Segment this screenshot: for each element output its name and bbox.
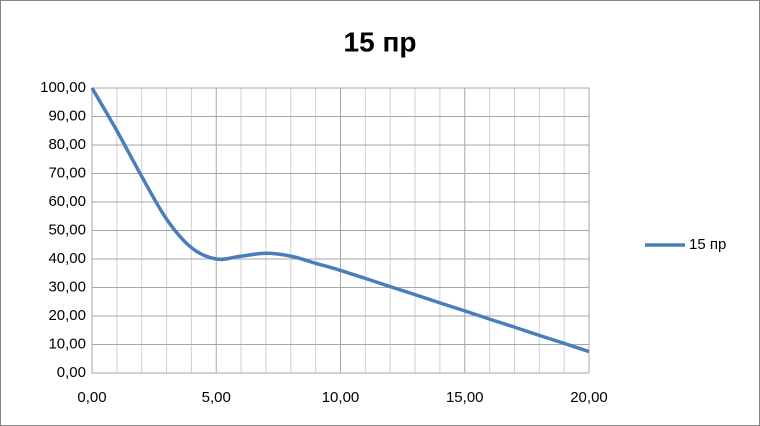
x-tick-label: 15,00 — [446, 389, 484, 406]
y-tick-label: 70,00 — [48, 164, 86, 181]
y-tick-label: 60,00 — [48, 193, 86, 210]
y-tick-label: 90,00 — [48, 107, 86, 124]
y-tick-label: 50,00 — [48, 221, 86, 238]
x-tick-label: 10,00 — [322, 389, 360, 406]
data-line — [90, 87, 590, 354]
plot-area — [91, 87, 590, 374]
x-tick-label: 5,00 — [202, 389, 231, 406]
legend-label: 15 пр — [689, 236, 726, 253]
y-tick-label: 20,00 — [48, 307, 86, 324]
y-tick-label: 100,00 — [40, 79, 86, 96]
y-tick-label: 30,00 — [48, 278, 86, 295]
y-tick-label: 10,00 — [48, 335, 86, 352]
x-tick-label: 20,00 — [570, 389, 608, 406]
x-tick-label: 0,00 — [77, 389, 106, 406]
chart-title: 15 пр — [344, 26, 417, 57]
y-tick-label: 40,00 — [48, 250, 86, 267]
y-tick-label: 80,00 — [48, 136, 86, 153]
y-tick-label: 0,00 — [57, 364, 86, 381]
